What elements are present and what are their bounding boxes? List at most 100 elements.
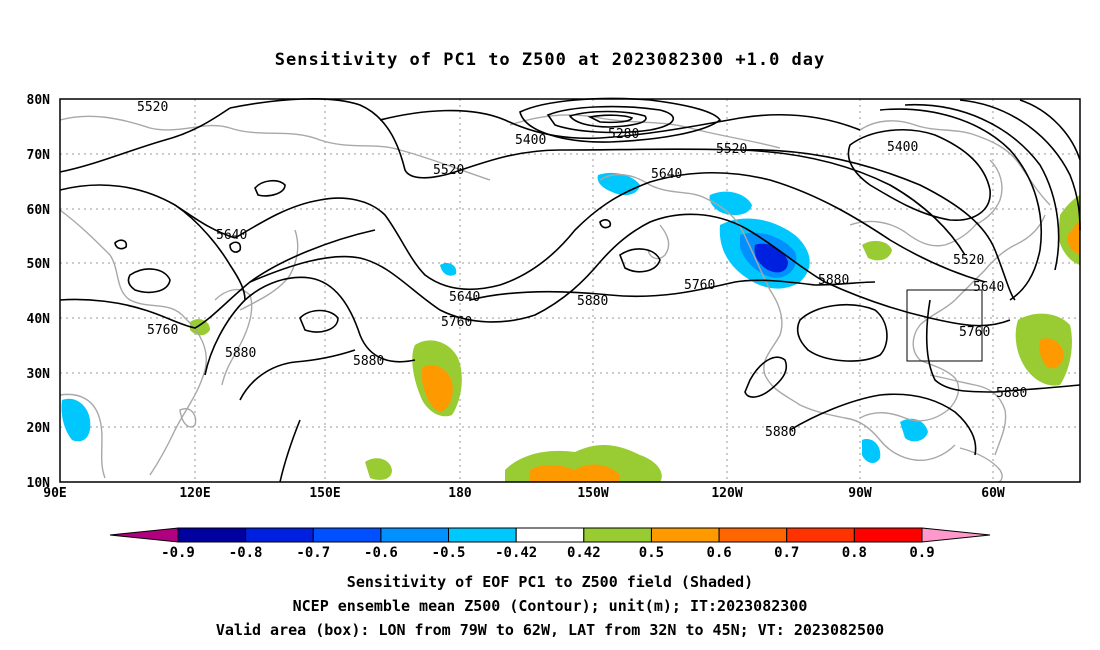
- lon-tick-label: 120E: [179, 486, 210, 501]
- lon-tick-label: 150W: [577, 486, 608, 501]
- colorbar-tick-label: 0.7: [774, 545, 799, 561]
- shade-blob-blue-carib: [862, 439, 881, 464]
- z500-contours: [59, 97, 1081, 483]
- contour-5760-west: [59, 229, 376, 329]
- shade-blob-orange-central: [422, 364, 453, 412]
- contour-label: 5640: [449, 290, 480, 305]
- contour-5760-main: [249, 213, 1011, 327]
- caption-line-3: Valid area (box): LON from 79W to 62W, L…: [215, 621, 885, 639]
- contour-5880-far-south: [279, 419, 301, 483]
- contour-low-inner3: [587, 114, 634, 124]
- contour-label: 5880: [765, 425, 796, 440]
- colorbar-swatch: [786, 527, 855, 543]
- contour-small-low1: [254, 179, 286, 197]
- contour-5880-main: [204, 276, 416, 376]
- contour-label: 5400: [887, 140, 918, 155]
- shade-blob-green-canada: [862, 240, 892, 261]
- lon-tick-label: 150E: [309, 486, 340, 501]
- contour-label: 5880: [577, 294, 608, 309]
- contour-label: 5520: [137, 100, 168, 115]
- shade-blob-blue-gulf: [900, 418, 928, 442]
- colorbar-tick-label: -0.7: [296, 545, 330, 561]
- contour-label: 5880: [353, 354, 384, 369]
- contour-label: 5760: [147, 323, 178, 338]
- contour-label: 5760: [684, 278, 715, 293]
- contour-east-tight1: [879, 108, 1043, 301]
- lat-tick-label: 40N: [27, 312, 51, 327]
- colorbar-tick-label: 0.9: [909, 545, 934, 561]
- contour-label: 5760: [959, 325, 990, 340]
- shade-blob-blue-bering: [597, 172, 640, 196]
- valid-area-box: [906, 289, 983, 362]
- contour-low-inner2: [568, 110, 647, 128]
- colorbar: -0.9 -0.8 -0.7 -0.6 -0.5 -0.42 0.42 0.5 0.6 0.7 0.…: [109, 527, 991, 561]
- colorbar-swatch: [177, 527, 247, 543]
- shade-blob-blue-small-pac: [440, 263, 457, 276]
- contour-5880-atl: [925, 299, 1081, 393]
- contour-5880-low: [239, 349, 356, 401]
- colorbar-tick-label: 0.5: [639, 545, 664, 561]
- colorbar-tick-label: -0.5: [432, 545, 466, 561]
- colorbar-swatch: [853, 527, 923, 543]
- lon-tick-label: 90W: [848, 486, 872, 501]
- contour-5760-north: [174, 204, 246, 301]
- contour-5640-main: [234, 171, 986, 291]
- colorbar-tick-label: 0.42: [567, 545, 601, 561]
- contour-label: 5520: [433, 163, 464, 178]
- colorbar-tick-label: -0.9: [161, 545, 195, 561]
- contour-small-low2: [127, 268, 171, 294]
- colorbar-swatch: [245, 527, 314, 543]
- colorbar-swatch: [380, 527, 450, 543]
- lon-tick-label: 180: [448, 486, 472, 501]
- contour-east-tight2: [904, 103, 1060, 271]
- lat-tick-label: 50N: [27, 257, 51, 272]
- contour-5640-west: [59, 184, 236, 239]
- contour-label: 5880: [225, 346, 256, 361]
- colorbar-left-arrow: [109, 527, 179, 543]
- lon-tick-label: 90E: [43, 486, 66, 501]
- lat-tick-label: 70N: [27, 148, 51, 163]
- contour-5400-main: [379, 109, 861, 140]
- sensitivity-shading: [61, 172, 1080, 482]
- chart-title: Sensitivity of PC1 to Z500 at 2023082300…: [274, 50, 826, 70]
- shade-blob-orange-ne: [1067, 220, 1080, 255]
- contour-5880-gulf: [744, 356, 788, 398]
- caption-line-1: Sensitivity of EOF PC1 to Z500 field (Sh…: [346, 573, 754, 591]
- contour-east-tight4: [1019, 99, 1081, 161]
- colorbar-tick-label: -0.42: [495, 545, 537, 561]
- contour-5400-east: [847, 129, 991, 221]
- lat-axis-labels: 10N 20N 30N 40N 50N 60N 70N 80N: [27, 93, 51, 491]
- contour-label: 5880: [818, 273, 849, 288]
- contour-5880-central: [469, 279, 876, 301]
- lat-tick-label: 80N: [27, 93, 51, 108]
- contour-label: 5520: [716, 142, 747, 157]
- contour-label: 5400: [515, 133, 546, 148]
- contour-label: 5640: [651, 167, 682, 182]
- colorbar-swatch: [583, 527, 652, 543]
- shade-blob-orange-atlantic: [1039, 338, 1064, 369]
- colorbar-tick-label: 0.8: [842, 545, 867, 561]
- colorbar-swatch: [312, 527, 382, 543]
- contour-small-low7: [599, 219, 612, 229]
- contour-small-low4: [229, 241, 242, 253]
- lat-tick-label: 10N: [27, 476, 51, 491]
- lon-tick-label: 120W: [711, 486, 742, 501]
- contour-label: 5280: [608, 127, 639, 142]
- contour-low-inner1: [546, 105, 674, 134]
- contour-5520-main: [229, 98, 966, 256]
- contour-label: 5760: [441, 315, 472, 330]
- contour-label-group: 5520 5280 5400 5520 5400 5520 5640 5640 …: [137, 100, 1027, 440]
- shade-blob-green-small: [365, 458, 392, 480]
- colorbar-tick-label: -0.8: [229, 545, 263, 561]
- caption-line-2: NCEP ensemble mean Z500 (Contour); unit(…: [292, 597, 808, 615]
- shade-blob-blue-alaska: [709, 191, 752, 216]
- colorbar-tick-label: 0.6: [706, 545, 731, 561]
- contour-small-low6: [619, 248, 661, 273]
- contour-label: 5880: [996, 386, 1027, 401]
- coastlines: [59, 114, 1051, 483]
- lon-tick-label: 60W: [981, 486, 1005, 501]
- lon-axis-labels: 90E 120E 150E 180 150W 120W 90W 60W: [43, 486, 1005, 501]
- lat-tick-label: 60N: [27, 203, 51, 218]
- lat-tick-label: 20N: [27, 421, 51, 436]
- contour-label: 5640: [973, 280, 1004, 295]
